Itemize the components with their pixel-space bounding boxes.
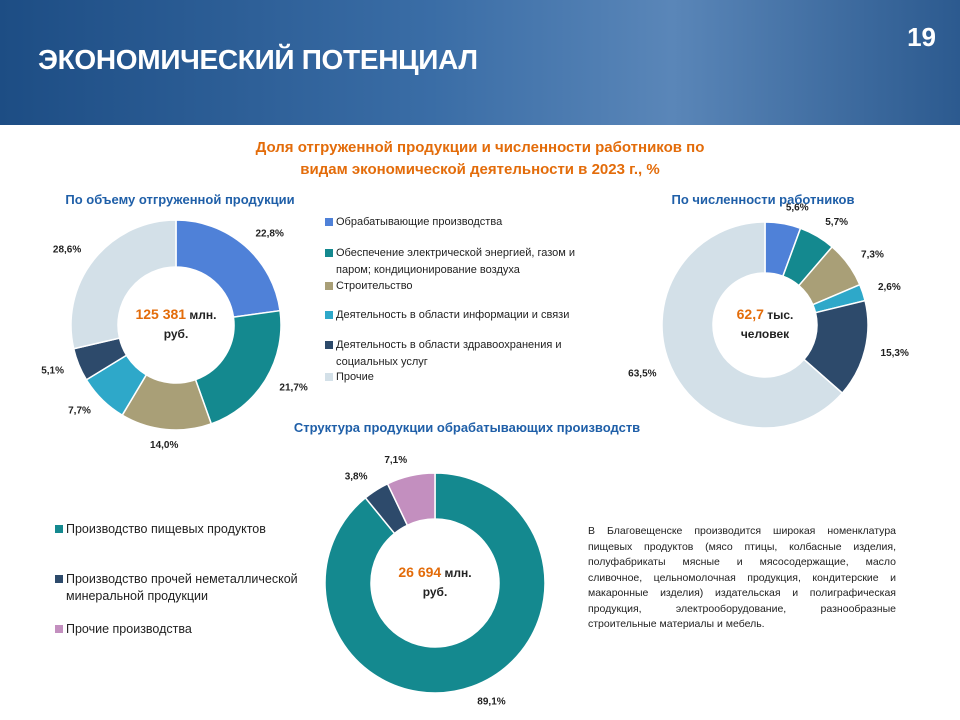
center-value: 125 381	[135, 306, 187, 322]
legend-marker	[55, 575, 63, 583]
center-label: 125 381 млн. руб.	[131, 305, 221, 344]
legend-text: Обеспечение электрической энергией, газо…	[336, 247, 576, 276]
legend-text: Производство прочей неметаллической мине…	[66, 572, 298, 603]
value-label: 7,7%	[68, 406, 91, 417]
donut-segment	[70, 219, 177, 350]
value-label: 5,1%	[41, 365, 64, 376]
legend-text: Прочие	[336, 371, 374, 383]
donut-segment	[386, 472, 436, 527]
value-label: 7,3%	[861, 249, 884, 260]
value-label: 5,7%	[825, 217, 848, 228]
value-label: 5,6%	[786, 202, 809, 213]
legend-marker	[325, 282, 333, 290]
value-label: 2,6%	[878, 282, 901, 293]
legend-marker	[55, 525, 63, 533]
legend-item: Обрабатывающие производства	[325, 214, 605, 231]
legend-marker	[325, 373, 333, 381]
center-label: 26 694 млн. руб.	[390, 563, 480, 602]
note-text: В Благовещенске производится широкая ном…	[588, 525, 896, 630]
value-label: 89,1%	[477, 696, 505, 707]
legend-item: Производство прочей неметаллической мине…	[55, 571, 325, 605]
legend-text: Деятельность в области здравоохранения и…	[336, 339, 562, 368]
center-value: 26 694	[398, 564, 442, 580]
legend-text: Деятельность в области информации и связ…	[336, 309, 570, 321]
legend-marker	[325, 218, 333, 226]
value-label: 22,8%	[256, 228, 284, 239]
center-unit: млн. руб.	[422, 566, 472, 599]
legend-marker	[325, 341, 333, 349]
center-value: 62,7	[736, 306, 764, 322]
page-number: 19	[907, 22, 936, 52]
legend-text: Обрабатывающие производства	[336, 216, 503, 228]
legend-item: Строительство	[325, 278, 605, 295]
value-label: 21,7%	[279, 382, 307, 393]
value-label: 3,8%	[345, 471, 368, 482]
slide-title: ЭКОНОМИЧЕСКИЙ ПОТЕНЦИАЛ	[38, 44, 478, 75]
header-banner	[0, 0, 960, 125]
value-label: 7,1%	[384, 455, 407, 466]
center-unit: млн. руб.	[163, 308, 217, 341]
legend-item: Деятельность в области информации и связ…	[325, 307, 605, 324]
center-unit: тыс. человек	[740, 308, 794, 341]
legend-text: Производство пищевых продуктов	[66, 522, 266, 536]
legend-item: Прочие	[325, 369, 605, 386]
value-label: 14,0%	[150, 440, 178, 451]
value-label: 28,6%	[53, 244, 81, 255]
legend-item: Прочие производства	[55, 621, 325, 638]
legend-item: Деятельность в области здравоохранения и…	[325, 337, 605, 371]
legend-marker	[325, 249, 333, 257]
chart-title: По численности работников	[671, 192, 855, 207]
legend-text: Строительство	[336, 280, 413, 292]
center-label: 62,7 тыс. человек	[720, 305, 810, 344]
legend-marker	[55, 625, 63, 633]
legend-text: Прочие производства	[66, 622, 192, 636]
donut-segment	[324, 472, 546, 694]
donut-segment	[661, 221, 844, 429]
value-label: 63,5%	[628, 369, 656, 380]
legend-marker	[325, 311, 333, 319]
value-label: 15,3%	[881, 348, 909, 359]
chart-title: По объему отгруженной продукции	[65, 192, 295, 207]
chart-title: Структура продукции обрабатывающих произ…	[293, 420, 641, 435]
legend-item: Обеспечение электрической энергией, газо…	[325, 245, 605, 279]
legend-item: Производство пищевых продуктов	[55, 521, 325, 538]
section-heading: Доля отгруженной продукции и численности…	[255, 139, 705, 178]
